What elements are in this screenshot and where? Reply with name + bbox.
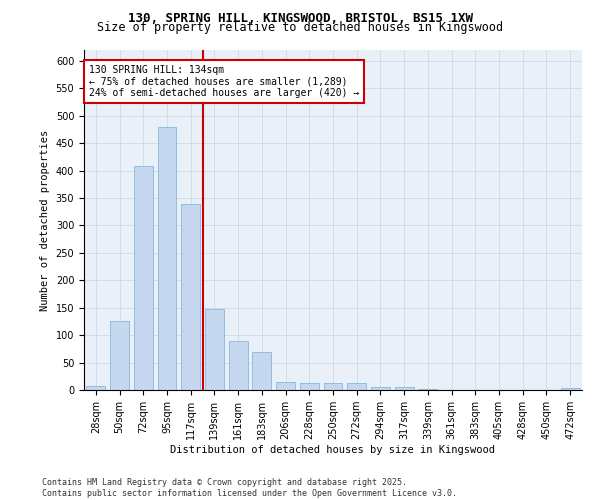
Text: Size of property relative to detached houses in Kingswood: Size of property relative to detached ho…: [97, 22, 503, 35]
Bar: [253, 352, 271, 390]
Text: 130 SPRING HILL: 134sqm
← 75% of detached houses are smaller (1,289)
24% of semi: 130 SPRING HILL: 134sqm ← 75% of detache…: [89, 66, 359, 98]
Y-axis label: Number of detached properties: Number of detached properties: [40, 130, 50, 310]
Text: 130, SPRING HILL, KINGSWOOD, BRISTOL, BS15 1XW: 130, SPRING HILL, KINGSWOOD, BRISTOL, BS…: [128, 12, 473, 24]
Bar: [371, 386, 390, 390]
X-axis label: Distribution of detached houses by size in Kingswood: Distribution of detached houses by size …: [170, 445, 496, 455]
Bar: [323, 384, 343, 390]
Bar: [110, 322, 129, 390]
Bar: [347, 384, 366, 390]
Bar: [86, 386, 106, 390]
Bar: [395, 388, 413, 390]
Bar: [229, 340, 248, 390]
Bar: [276, 382, 295, 390]
Bar: [158, 127, 176, 390]
Bar: [560, 388, 580, 390]
Text: Contains HM Land Registry data © Crown copyright and database right 2025.
Contai: Contains HM Land Registry data © Crown c…: [42, 478, 457, 498]
Bar: [205, 309, 224, 390]
Bar: [134, 166, 153, 390]
Bar: [300, 384, 319, 390]
Bar: [181, 204, 200, 390]
